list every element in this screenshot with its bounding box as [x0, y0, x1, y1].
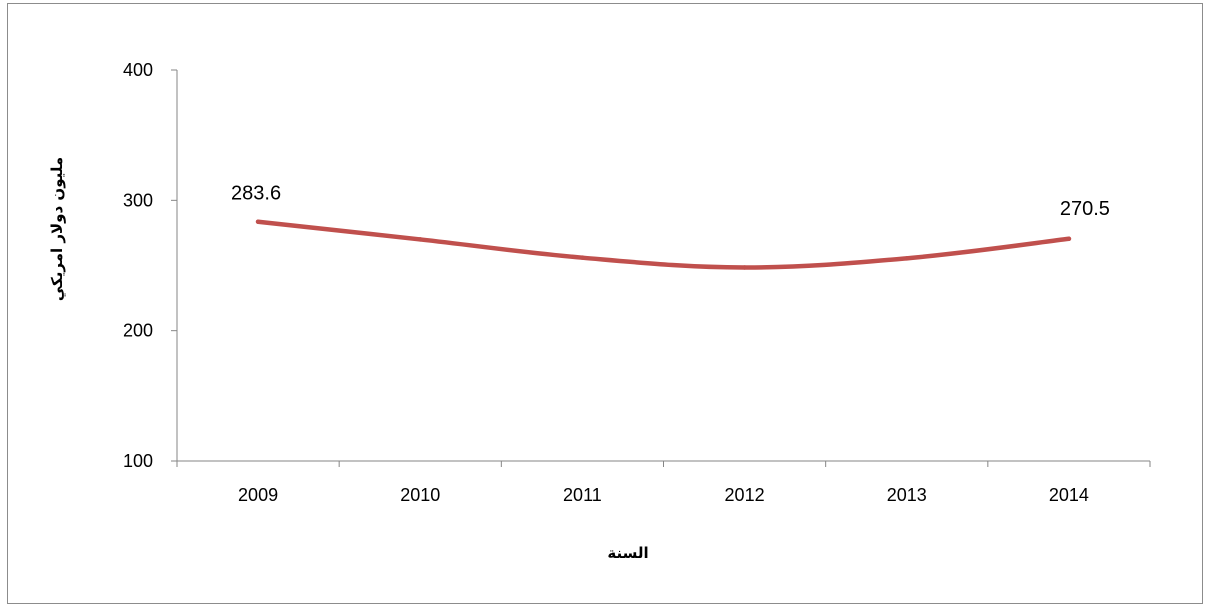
data-labels: 283.6 270.5 [231, 183, 1110, 220]
data-point [255, 219, 261, 224]
x-tick-label: 2014 [1049, 485, 1089, 505]
data-point [1066, 236, 1072, 242]
data-label: 270.5 [1060, 198, 1110, 220]
data-point [418, 237, 423, 242]
y-axis: 100 200 300 400 [123, 60, 178, 471]
series-layer [255, 219, 1072, 270]
x-tick-label: 2012 [725, 485, 765, 505]
x-axis: 2009 2010 2011 2012 2013 2014 [176, 460, 1151, 505]
y-tick-label: 400 [123, 60, 153, 80]
x-axis-title: السنة [607, 544, 648, 562]
data-point [742, 265, 747, 270]
x-tick-label: 2013 [887, 485, 927, 505]
x-tick-label: 2011 [563, 485, 602, 505]
data-point [580, 255, 585, 260]
y-axis-title: مليون دولار امريكي [48, 157, 66, 301]
x-tick-label: 2010 [400, 485, 440, 505]
y-tick-label: 300 [123, 190, 153, 210]
series-line [255, 219, 1072, 270]
data-point [904, 256, 909, 261]
chart-frame [7, 3, 1203, 604]
data-label: 283.6 [231, 183, 281, 205]
x-tick-label: 2009 [238, 485, 278, 505]
y-tick-label: 100 [123, 451, 153, 471]
y-tick-label: 200 [123, 321, 153, 341]
